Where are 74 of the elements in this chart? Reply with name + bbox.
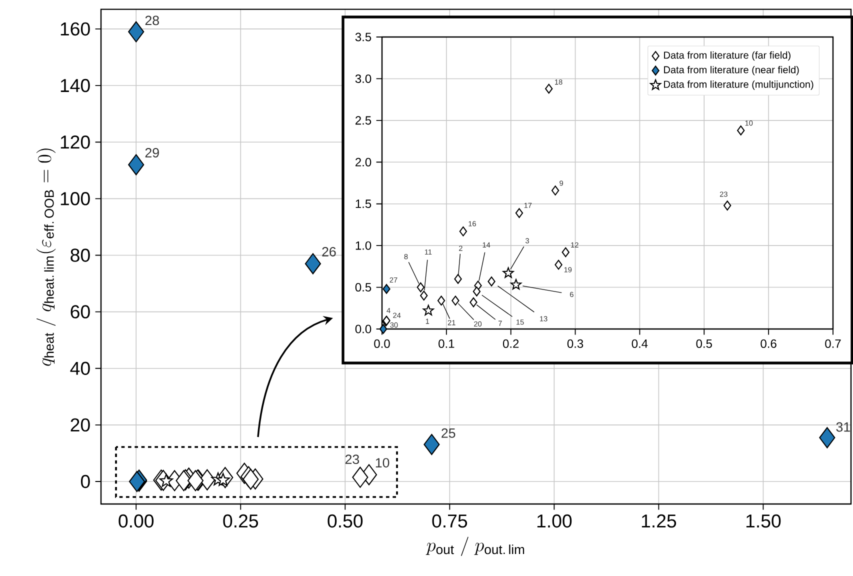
x-tick-label: 0.25	[223, 514, 258, 528]
x-axis-title: $p_{\mathrm{out}}\;/\;p_{\mathrm{out.\,lim}}$	[426, 536, 524, 556]
annotation: 31	[836, 422, 850, 432]
y-tick-label: 100	[60, 192, 90, 206]
x-tick-label: 0.4	[632, 339, 648, 348]
point	[128, 154, 144, 176]
y-tick-label: 40	[70, 362, 90, 375]
point	[199, 469, 216, 490]
point	[304, 253, 321, 274]
point	[459, 226, 468, 236]
x-tick-label: 1.00	[537, 514, 572, 528]
x-tick-label: 0.50	[328, 514, 363, 528]
point	[488, 276, 496, 286]
x-tick-label: 0.5	[696, 339, 712, 348]
y-tick-label: 0	[80, 474, 90, 488]
legend-label: Data from literature (multijunction)	[664, 80, 814, 90]
annotation: 26	[322, 247, 336, 256]
point	[551, 186, 560, 196]
point	[562, 247, 570, 258]
point	[352, 466, 368, 488]
y-tick-label: 2.5	[356, 116, 372, 125]
y-tick-label: 0.5	[355, 283, 372, 292]
point	[416, 282, 424, 292]
point	[437, 296, 446, 306]
point	[452, 296, 460, 306]
point	[379, 324, 388, 334]
point	[472, 286, 481, 296]
point	[737, 126, 745, 136]
y-tick-label: 3.5	[355, 32, 372, 42]
annotation: 29	[145, 148, 159, 158]
y-tick-label: 60	[70, 305, 90, 318]
point	[216, 472, 230, 486]
point	[819, 427, 836, 448]
point	[422, 304, 434, 316]
x-tick-label: 0.7	[825, 339, 841, 348]
annotation: 28	[145, 16, 159, 26]
x-tick-label: 0.00	[118, 514, 154, 528]
x-tick-label: 1.25	[642, 514, 676, 528]
y-tick-label: 120	[60, 135, 90, 149]
x-tick-label: 0.2	[502, 339, 519, 348]
y-tick-label: 20	[70, 418, 90, 432]
legend-label: Data from literature (near field)	[664, 66, 799, 76]
annotation: 25	[442, 428, 456, 438]
x-tick-label: 1.50	[746, 514, 781, 528]
y-tick-label: 140	[60, 78, 90, 92]
point	[454, 274, 462, 284]
y-tick-label: 0.0	[355, 324, 372, 334]
x-tick-label: 0.6	[760, 339, 776, 348]
point	[510, 278, 522, 290]
annotation: 10	[376, 458, 390, 468]
point	[159, 474, 174, 487]
annotation: 23	[345, 454, 360, 464]
x-tick-label: 0.3	[567, 339, 584, 348]
point	[470, 297, 478, 308]
point	[502, 267, 514, 278]
y-tick-label: 1.5	[356, 200, 372, 208]
x-tick-label: 0.1	[438, 339, 454, 348]
y-tick-label: 2.0	[356, 158, 372, 166]
point	[128, 21, 144, 42]
y-tick-label: 160	[60, 22, 90, 36]
y-tick-label: 3.0	[355, 74, 372, 83]
y-tick-label: 1.0	[356, 241, 372, 250]
point	[554, 260, 562, 270]
point	[382, 284, 390, 294]
point	[724, 200, 732, 210]
point	[420, 290, 428, 301]
point	[424, 434, 440, 455]
y-axis-title: $q_{\mathrm{heat}}\;/\;q_{\mathrm{heat.\,lim}}(\varepsilon_{\mathrm{eff.\,OOB}} = 0)$	[36, 148, 56, 366]
y-tick-label: 80	[70, 248, 90, 262]
legend-label: Data from literature (far field)	[664, 51, 790, 61]
point	[515, 208, 524, 218]
x-tick-label: 0.75	[432, 514, 468, 528]
x-tick-label: 0.0	[374, 339, 390, 348]
point	[545, 84, 553, 94]
